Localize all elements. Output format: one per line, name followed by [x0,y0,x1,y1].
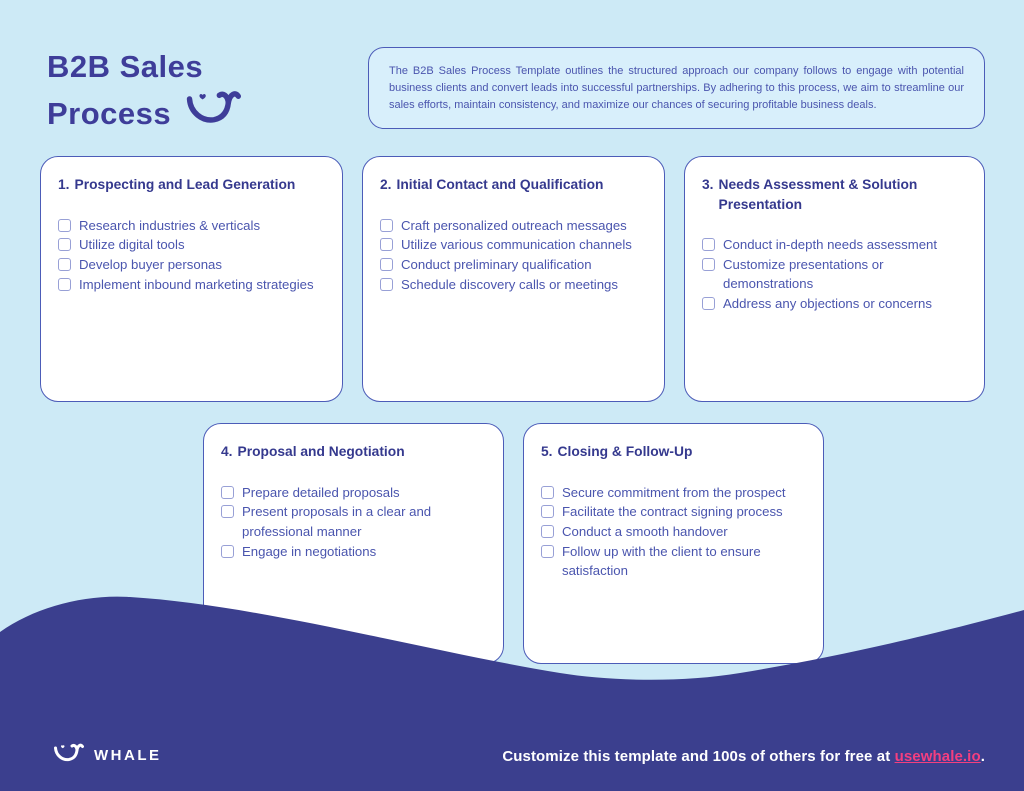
checklist-item-label: Customize presentations or demonstration… [723,256,884,292]
checkbox-icon[interactable] [541,485,554,499]
checklist-item-label: Utilize digital tools [79,237,185,253]
checkbox-icon[interactable] [541,505,554,519]
checklist-item-label: Address any objections or concerns [723,296,932,312]
checkbox-icon[interactable] [380,257,393,271]
checkbox-icon[interactable] [702,297,715,311]
footer-brand-name: WHALE [94,747,162,764]
checkbox-icon[interactable] [58,277,71,291]
checklist-item-label: Implement inbound marketing strategies [79,276,314,292]
card-heading: 3. Needs Assessment & Solution Presentat… [702,175,968,214]
footer-wave [0,596,1024,791]
checkbox-icon[interactable] [380,238,393,252]
checkbox-icon[interactable] [541,544,554,558]
card-title: Needs Assessment & Solution Presentation [718,177,918,212]
checklist-item: Facilitate the contract signing process [541,502,807,522]
checklist: Craft personalized outreach messages Uti… [380,216,648,295]
whale-logo-icon [53,741,84,770]
checklist-item-label: Conduct preliminary qualification [401,256,592,272]
checkbox-icon[interactable] [58,218,71,232]
checklist-item: Prepare detailed proposals [221,483,487,503]
checklist-item-label: Research industries & verticals [79,217,261,233]
checklist-item-label: Utilize various communication channels [401,237,632,253]
card-number: 2. [380,177,392,192]
card-heading: 2. Initial Contact and Qualification [380,175,648,195]
checklist-item: Schedule discovery calls or meetings [380,275,648,295]
page-title-line1: B2B Sales [47,49,204,84]
card-number: 1. [58,177,70,192]
checkbox-icon[interactable] [541,524,554,538]
card-heading: 1. Prospecting and Lead Generation [58,175,326,195]
checklist: Conduct in-depth needs assessment Custom… [702,235,968,314]
checklist-item: Follow up with the client to ensure sati… [541,542,807,581]
checklist-item-label: Develop buyer personas [79,256,222,272]
checklist-item-label: Conduct a smooth handover [562,523,728,539]
checkbox-icon[interactable] [221,485,234,499]
card-heading: 5. Closing & Follow-Up [541,442,807,462]
card-closing: 5. Closing & Follow-Up Secure commitment… [523,423,824,664]
checklist-item-label: Schedule discovery calls or meetings [401,276,618,292]
checkbox-icon[interactable] [380,218,393,232]
checklist: Prepare detailed proposals Present propo… [221,483,487,562]
checklist-item: Address any objections or concerns [702,294,968,314]
checklist-item: Utilize various communication channels [380,235,648,255]
checklist-item-label: Secure commitment from the prospect [562,484,786,500]
footer-tagline-period: . [980,748,985,765]
page-title-line2: Process [47,95,172,131]
card-number: 4. [221,444,233,459]
card-prospecting: 1. Prospecting and Lead Generation Resea… [40,156,343,402]
checkbox-icon[interactable] [380,277,393,291]
intro-text: The B2B Sales Process Template outlines … [389,65,964,111]
checklist-item: Utilize digital tools [58,235,326,255]
checklist-item: Conduct a smooth handover [541,522,807,542]
checkbox-icon[interactable] [58,238,71,252]
checklist-item: Customize presentations or demonstration… [702,255,968,294]
checklist-item: Research industries & verticals [58,216,326,236]
checklist-item: Present proposals in a clear and profess… [221,502,487,541]
checkbox-icon[interactable] [702,257,715,271]
checklist-item: Implement inbound marketing strategies [58,275,326,295]
checklist-item: Secure commitment from the prospect [541,483,807,503]
checklist-item: Conduct preliminary qualification [380,255,648,275]
intro-box: The B2B Sales Process Template outlines … [368,47,985,129]
checklist-item-label: Craft personalized outreach messages [401,217,627,233]
checklist: Research industries & verticals Utilize … [58,216,326,295]
card-title: Closing & Follow-Up [557,444,693,459]
checklist-item-label: Prepare detailed proposals [242,484,400,500]
checkbox-icon[interactable] [58,257,71,271]
checklist-item-label: Present proposals in a clear and profess… [242,504,432,539]
footer-tagline: Customize this template and 100s of othe… [502,748,985,765]
footer-brand-logo: WHALE [53,741,162,770]
whale-smiley-icon [185,87,242,139]
card-title: Proposal and Negotiation [237,444,405,459]
checklist-item-label: Follow up with the client to ensure sati… [562,543,761,579]
checkbox-icon[interactable] [702,238,715,251]
checklist-item: Craft personalized outreach messages [380,216,648,236]
checklist-item: Develop buyer personas [58,255,326,275]
card-title: Initial Contact and Qualification [396,177,604,192]
checklist: Secure commitment from the prospect Faci… [541,483,807,582]
checkbox-icon[interactable] [221,544,234,558]
card-initial-contact: 2. Initial Contact and Qualification Cra… [362,156,665,402]
page-title: B2B Sales Process [47,46,242,139]
card-heading: 4. Proposal and Negotiation [221,442,487,462]
card-needs-assessment: 3. Needs Assessment & Solution Presentat… [684,156,985,402]
checkbox-icon[interactable] [221,505,234,519]
card-number: 3. [702,177,714,192]
checklist-item-label: Conduct in-depth needs assessment [723,237,938,252]
checklist-item-label: Facilitate the contract signing process [562,504,783,520]
footer-tagline-text: Customize this template and 100s of othe… [502,748,895,765]
checklist-item: Engage in negotiations [221,542,487,562]
checklist-item: Conduct in-depth needs assessment [702,235,968,255]
checklist-item-label: Engage in negotiations [242,543,377,559]
usewhale-link[interactable]: usewhale.io [894,748,981,765]
card-number: 5. [541,444,553,459]
card-title: Prospecting and Lead Generation [74,177,296,192]
